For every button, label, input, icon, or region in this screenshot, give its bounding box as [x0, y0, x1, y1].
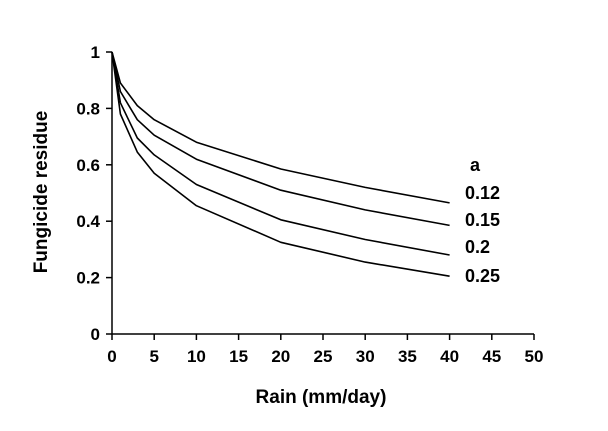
- y-tick-label: 0: [91, 325, 100, 344]
- series-label: 0.12: [465, 183, 500, 203]
- y-tick-label: 0.4: [76, 212, 100, 231]
- series-line-0.12: [111, 51, 450, 204]
- legend-title: a: [470, 155, 481, 175]
- series-line-0.15: [111, 51, 450, 227]
- y-tick-label: 0.6: [76, 156, 100, 175]
- series-label: 0.25: [465, 266, 500, 286]
- x-tick-label: 25: [314, 347, 333, 366]
- y-tick-label: 1: [91, 43, 100, 62]
- x-tick-label: 5: [149, 347, 158, 366]
- x-tick-label: 35: [398, 347, 417, 366]
- series-line-0.2: [111, 51, 450, 256]
- x-tick-label: 10: [187, 347, 206, 366]
- x-tick-label: 45: [482, 347, 501, 366]
- series-label: 0.2: [465, 237, 490, 257]
- x-tick-label: 0: [107, 347, 116, 366]
- plot-area: 00.20.40.60.810 5 10 15 20 25 30 35 40 45 500.120.…: [76, 43, 543, 366]
- y-tick-label: 0.8: [76, 99, 100, 118]
- y-tick-label: 0.2: [76, 269, 100, 288]
- x-tick-label: 50: [525, 347, 544, 366]
- series-line-0.25: [111, 51, 450, 277]
- series-label: 0.15: [465, 210, 500, 230]
- x-tick-label: 30: [356, 347, 375, 366]
- y-axis-label: Fungicide residue: [31, 111, 52, 274]
- x-tick-label: 20: [271, 347, 290, 366]
- x-axis-label: Rain (mm/day): [256, 387, 387, 408]
- x-tick-label: 15: [229, 347, 248, 366]
- x-tick-label: 40: [440, 347, 459, 366]
